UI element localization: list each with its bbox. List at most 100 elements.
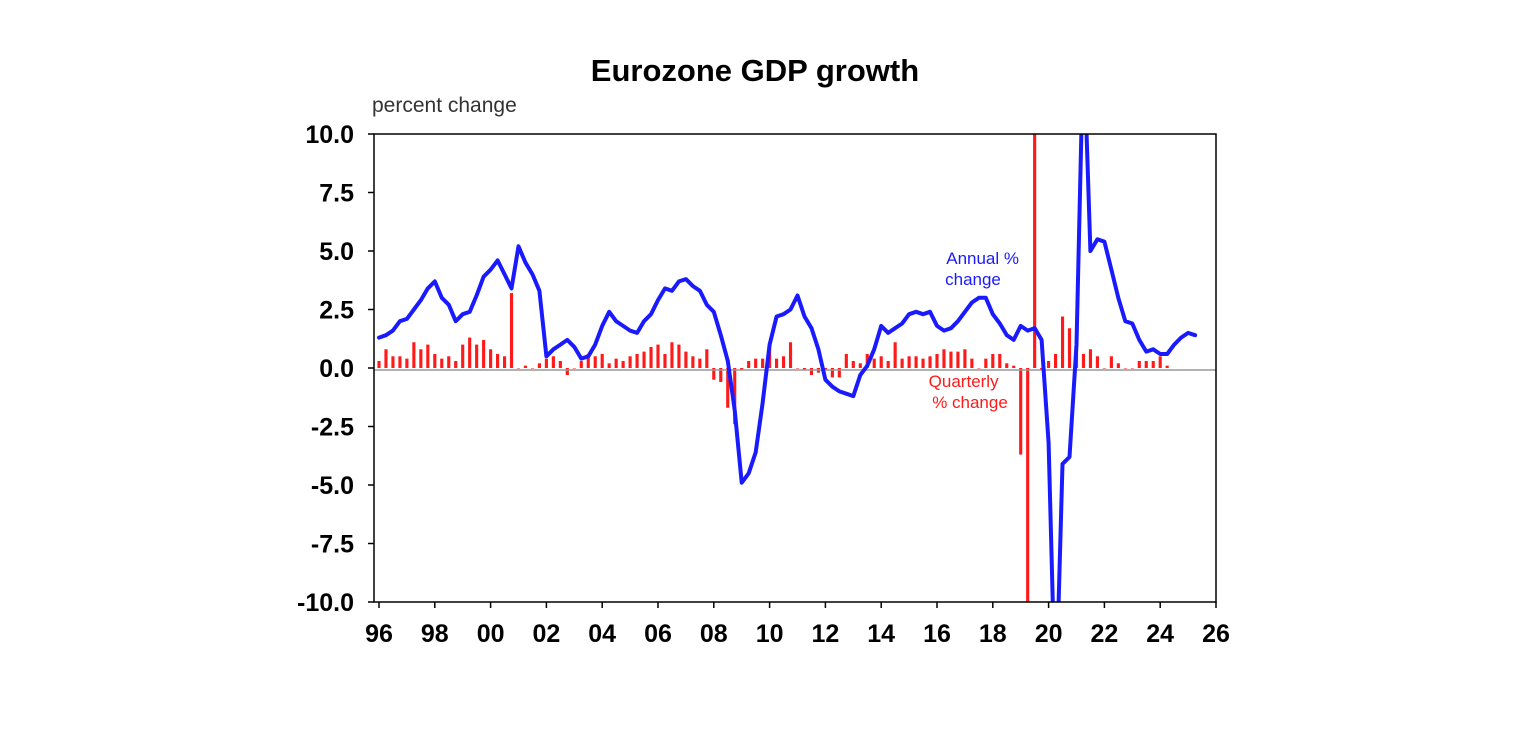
quarterly-bar xyxy=(809,368,814,376)
quarterly-bar xyxy=(893,342,897,368)
quarterly-bar xyxy=(1137,360,1141,368)
quarterly-bar xyxy=(572,368,576,369)
quarterly-bar xyxy=(468,337,472,368)
quarterly-bar xyxy=(1088,349,1093,368)
quarterly-bar xyxy=(1095,356,1099,368)
quarterly-bar xyxy=(754,358,758,368)
quarterly-annotation-line1: Quarterly xyxy=(929,372,999,391)
quarterly-bar xyxy=(565,368,569,376)
quarterly-bar xyxy=(1123,368,1127,369)
annual-annotation: Annual % change xyxy=(945,249,1024,289)
quarterly-bar xyxy=(551,356,555,368)
quarterly-bar xyxy=(928,356,932,368)
x-tick-label: 00 xyxy=(477,620,505,648)
quarterly-bar xyxy=(447,356,451,368)
annual-change-line xyxy=(377,134,1198,602)
quarterly-bar xyxy=(482,339,486,368)
x-tick-label: 20 xyxy=(1035,620,1063,648)
quarterly-bar xyxy=(935,353,939,368)
quarterly-bar xyxy=(398,356,402,368)
quarterly-bar xyxy=(419,349,423,368)
quarterly-bar xyxy=(823,368,827,371)
quarterly-bar xyxy=(1102,368,1106,369)
quarterly-bar xyxy=(1130,368,1134,369)
y-tick-label: -2.5 xyxy=(311,414,354,442)
x-tick-label: 02 xyxy=(532,620,560,648)
quarterly-bar xyxy=(970,358,974,368)
quarterly-bar xyxy=(802,368,807,371)
quarterly-bar xyxy=(691,356,695,368)
quarterly-bar xyxy=(621,360,625,368)
quarterly-bar xyxy=(461,344,465,368)
annual-annotation-line2: change xyxy=(945,270,1001,289)
annual-annotation-line1: Annual % xyxy=(946,249,1019,268)
quarterly-bar xyxy=(440,358,444,368)
quarterly-annotation-line2: % change xyxy=(932,393,1008,412)
quarterly-bar xyxy=(1012,365,1016,368)
quarterly-bar xyxy=(712,368,716,380)
quarterly-bar xyxy=(1109,356,1113,368)
x-tick-label: 18 xyxy=(979,620,1007,648)
y-axis-label: percent change xyxy=(372,94,517,117)
quarterly-bar xyxy=(1116,363,1120,368)
x-tick-label: 96 xyxy=(365,620,393,648)
quarterly-bar xyxy=(775,358,779,368)
quarterly-bar xyxy=(635,353,639,368)
quarterly-bar xyxy=(558,360,562,368)
x-tick-label: 98 xyxy=(421,620,449,648)
y-tick-label: 2.5 xyxy=(319,297,354,325)
quarterly-bar xyxy=(956,351,960,368)
x-tick-label: 12 xyxy=(811,620,839,648)
quarterly-bar xyxy=(907,356,911,368)
quarterly-bar xyxy=(1067,328,1072,368)
quarterly-bar xyxy=(781,356,786,368)
quarterly-bar xyxy=(384,349,388,368)
x-tick-label: 14 xyxy=(867,620,895,648)
quarterly-bar xyxy=(1019,368,1023,455)
quarterly-bar xyxy=(1158,356,1162,368)
quarterly-bar xyxy=(537,363,541,368)
quarterly-bar xyxy=(1033,134,1037,368)
quarterly-bar xyxy=(586,353,590,368)
quarterly-bar xyxy=(489,349,493,368)
quarterly-bar xyxy=(747,360,751,368)
x-tick-label: 16 xyxy=(923,620,951,648)
y-tick-label: -7.5 xyxy=(311,531,354,559)
quarterly-bar xyxy=(1151,360,1155,368)
x-tick-label: 26 xyxy=(1202,620,1230,648)
quarterly-bars xyxy=(377,134,1169,602)
quarterly-bar xyxy=(851,360,855,368)
quarterly-bar xyxy=(670,342,674,368)
quarterly-bar xyxy=(705,349,709,368)
quarterly-bar xyxy=(726,368,730,408)
quarterly-bar xyxy=(963,349,967,368)
quarterly-bar xyxy=(530,368,535,369)
quarterly-bar xyxy=(998,353,1002,368)
quarterly-bar xyxy=(433,353,437,368)
quarterly-bar xyxy=(405,358,409,368)
quarterly-bar xyxy=(942,349,946,368)
quarterly-bar xyxy=(614,358,618,368)
quarterly-bar xyxy=(921,358,925,368)
quarterly-bar xyxy=(412,342,416,368)
quarterly-bar xyxy=(502,356,507,368)
quarterly-bar xyxy=(830,368,834,378)
quarterly-bar xyxy=(740,368,744,371)
quarterly-bar xyxy=(795,368,800,369)
quarterly-bar xyxy=(900,358,904,368)
quarterly-bar xyxy=(649,346,653,368)
y-tick-label: -5.0 xyxy=(311,472,354,500)
quarterly-bar xyxy=(879,356,883,368)
y-tick-label: 7.5 xyxy=(319,180,354,208)
quarterly-bar xyxy=(391,356,395,368)
quarterly-bar xyxy=(1026,368,1030,602)
quarterly-bar xyxy=(684,351,688,368)
y-axis: 10.0 7.5 5.0 2.5 0.0 -2.5 -5.0 -7.5 -10.0 xyxy=(297,121,374,617)
quarterly-bar xyxy=(496,353,500,368)
quarterly-bar xyxy=(1165,365,1169,368)
quarterly-bar xyxy=(1047,360,1051,368)
x-axis: 96 98 00 02 04 06 08 10 12 14 16 18 20 22 24 26 xyxy=(365,602,1230,648)
quarterly-bar xyxy=(663,353,667,368)
y-tick-label: 5.0 xyxy=(319,238,354,266)
x-tick-label: 24 xyxy=(1146,620,1174,648)
